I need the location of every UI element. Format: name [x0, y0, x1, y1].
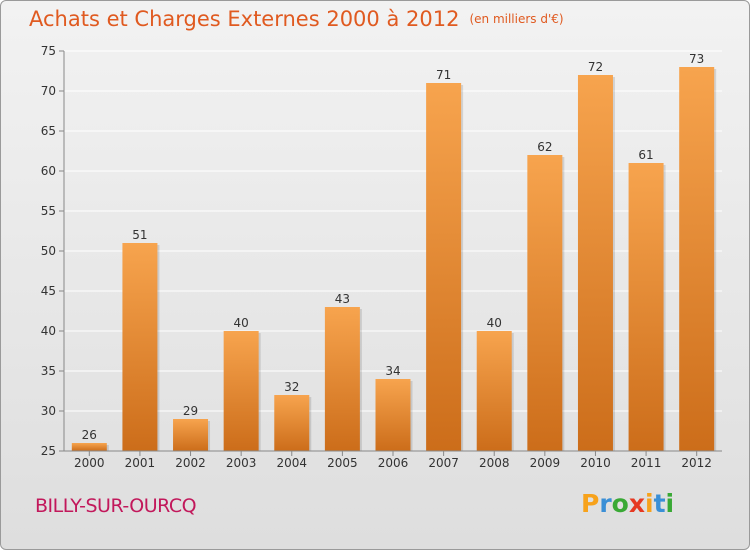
- logo-letter: x: [628, 489, 645, 518]
- bar-2006: [375, 379, 411, 451]
- x-tick-label: 2011: [631, 456, 662, 470]
- x-tick-label: 2007: [428, 456, 459, 470]
- value-label: 72: [588, 60, 603, 74]
- x-tick-label: 2005: [327, 456, 358, 470]
- bar-2004: [274, 395, 310, 451]
- logo-letter: i: [645, 489, 654, 518]
- y-tick-label: 70: [41, 84, 56, 98]
- chart-title: Achats et Charges Externes 2000 à 2012 (e…: [29, 7, 564, 31]
- value-label: 61: [638, 148, 653, 162]
- value-label: 62: [537, 140, 552, 154]
- value-label: 73: [689, 52, 704, 66]
- y-tick-label: 35: [41, 364, 56, 378]
- y-tick-label: 45: [41, 284, 56, 298]
- y-tick-label: 55: [41, 204, 56, 218]
- x-tick-label: 2009: [530, 456, 561, 470]
- x-tick-label: 2006: [378, 456, 409, 470]
- y-tick-label: 60: [41, 164, 56, 178]
- logo-letter: o: [611, 489, 629, 518]
- bar-2007: [426, 83, 462, 451]
- x-tick-label: 2010: [580, 456, 611, 470]
- bar-2011: [628, 163, 664, 451]
- value-label: 34: [385, 364, 400, 378]
- bar-2001: [122, 243, 158, 451]
- y-tick-label: 40: [41, 324, 56, 338]
- bar-2012: [679, 67, 715, 451]
- y-tick-label: 75: [41, 44, 56, 58]
- x-tick-label: 2003: [226, 456, 257, 470]
- x-tick-label: 2008: [479, 456, 510, 470]
- logo-letter: P: [581, 489, 600, 518]
- bar-2005: [324, 307, 360, 451]
- logo-letter: t: [653, 489, 666, 518]
- bar-2009: [527, 155, 563, 451]
- bar-2000: [71, 443, 107, 451]
- x-tick-label: 2000: [74, 456, 105, 470]
- x-tick-label: 2002: [175, 456, 206, 470]
- bar-2008: [476, 331, 512, 451]
- value-label: 40: [234, 316, 249, 330]
- chart-title-text: Achats et Charges Externes 2000 à 2012: [29, 7, 460, 31]
- bar-2010: [577, 75, 613, 451]
- commune-name: BILLY-SUR-OURCQ: [35, 495, 197, 517]
- logo-letter: i: [665, 489, 675, 518]
- value-label: 26: [82, 428, 97, 442]
- y-tick-label: 30: [41, 404, 56, 418]
- x-tick-label: 2012: [681, 456, 712, 470]
- chart-unit-label: (en milliers d'€): [469, 12, 564, 26]
- bar-2002: [173, 419, 209, 451]
- bar-2003: [223, 331, 259, 451]
- logo-letter: r: [599, 489, 612, 518]
- value-label: 43: [335, 292, 350, 306]
- value-label: 40: [487, 316, 502, 330]
- value-label: 29: [183, 404, 198, 418]
- y-tick-label: 65: [41, 124, 56, 138]
- value-label: 32: [284, 380, 299, 394]
- value-label: 71: [436, 68, 451, 82]
- proxiti-logo: Proxiti: [581, 489, 674, 518]
- x-tick-label: 2001: [125, 456, 156, 470]
- y-tick-label: 50: [41, 244, 56, 258]
- y-tick-label: 25: [41, 444, 56, 458]
- x-tick-label: 2004: [276, 456, 307, 470]
- value-label: 51: [132, 228, 147, 242]
